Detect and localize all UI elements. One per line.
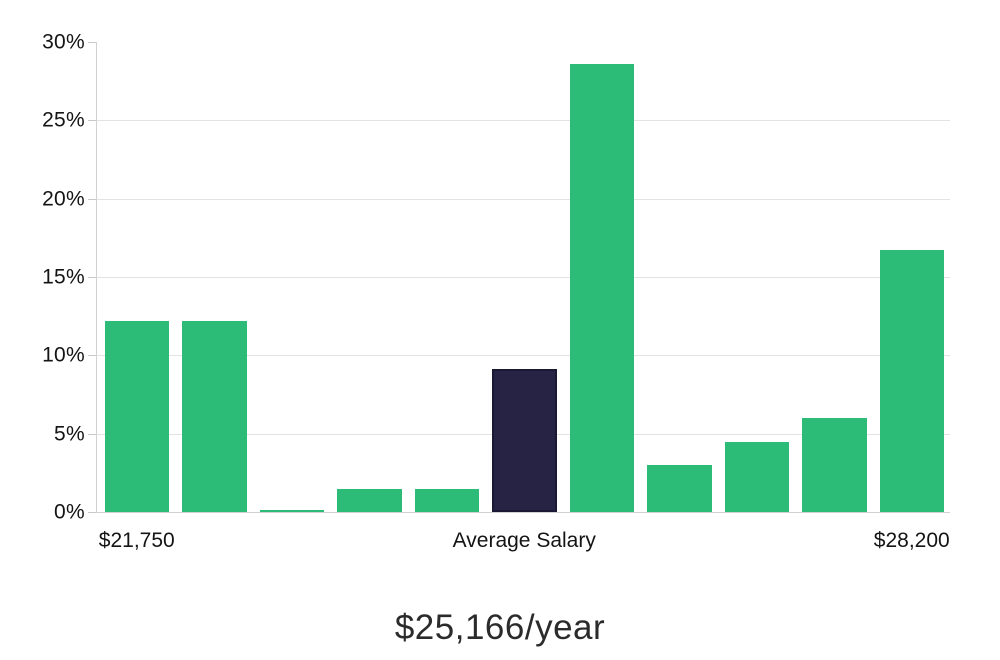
x-axis-line: [96, 512, 950, 513]
y-tick-mark-15pct: [88, 277, 96, 278]
x-tick-label: Average Salary: [452, 529, 596, 552]
y-tick-mark-20pct: [88, 198, 96, 200]
bar: [879, 250, 944, 512]
y-tick-label-15pct: 15%: [42, 265, 85, 289]
y-tick-mark-0pct: [88, 512, 96, 513]
bar: [802, 418, 867, 512]
y-tick-label-10pct: 10%: [42, 343, 85, 367]
bar: [647, 465, 712, 512]
gridline-20pct: [96, 198, 950, 200]
gridline-10pct: [96, 355, 950, 357]
bar: [337, 488, 402, 512]
x-tick-label: $21,750: [98, 529, 175, 552]
y-tick-label-5pct: 5%: [54, 422, 85, 446]
gridline-25pct: [96, 120, 950, 122]
y-axis-line: [96, 42, 97, 512]
y-tick-mark-10pct: [88, 355, 96, 357]
y-tick-mark-25pct: [88, 120, 96, 122]
bar: [259, 510, 324, 512]
y-tick-mark-5pct: [88, 433, 96, 435]
bar: [724, 441, 789, 512]
y-tick-label-20pct: 20%: [42, 187, 85, 211]
y-tick-mark-30pct: [88, 42, 96, 43]
bar: [569, 63, 634, 512]
chart-title: $25,166/year: [394, 608, 606, 647]
y-tick-label-25pct: 25%: [42, 108, 85, 132]
bar: [182, 320, 247, 512]
bar: [414, 488, 479, 512]
bar-average-salary: [492, 369, 557, 512]
y-tick-label-0pct: 0%: [54, 500, 85, 524]
x-tick-label: $28,200: [873, 529, 950, 552]
gridline-15pct: [96, 277, 950, 278]
y-tick-label-30pct: 30%: [42, 30, 85, 54]
bar: [104, 320, 169, 512]
